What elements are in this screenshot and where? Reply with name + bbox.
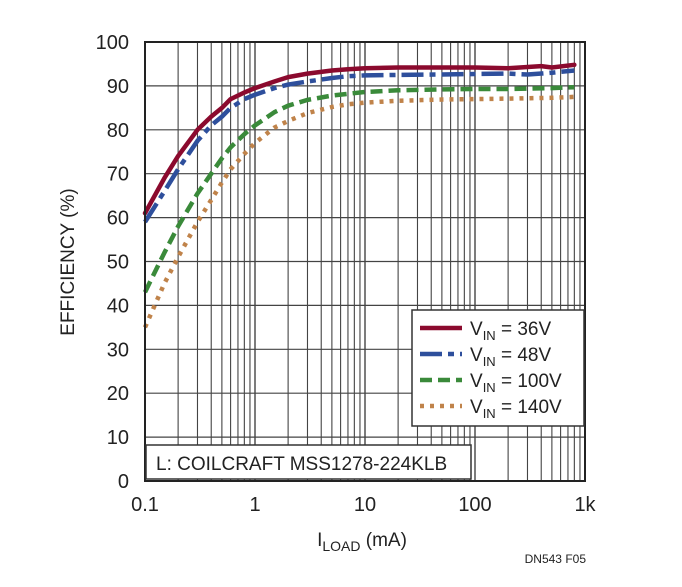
y-tick-label: 90 bbox=[107, 76, 129, 98]
y-tick-label: 10 bbox=[107, 427, 129, 449]
legend-label-2: VIN = 48V bbox=[470, 345, 551, 369]
annotation-box bbox=[145, 444, 472, 480]
x-axis-title-unit: (mA) bbox=[360, 530, 406, 551]
y-tick-label: 0 bbox=[118, 471, 129, 493]
x-axis-title-sub: LOAD bbox=[322, 538, 360, 554]
legend-label-4: VIN = 140V bbox=[470, 397, 562, 421]
x-tick-label: 1k bbox=[574, 494, 596, 516]
legend-label-1: VIN = 36V bbox=[470, 319, 551, 343]
coil-annotation: L: COILCRAFT MSS1278-224KLB bbox=[156, 454, 447, 475]
x-tick-label: 1 bbox=[249, 494, 260, 516]
y-tick-label: 60 bbox=[107, 208, 129, 230]
x-tick-label: 100 bbox=[458, 494, 491, 516]
x-tick-label: 10 bbox=[354, 494, 376, 516]
x-axis-title-main: I bbox=[317, 530, 322, 551]
y-tick-label: 40 bbox=[107, 295, 129, 317]
figure-code: DN543 F05 bbox=[525, 552, 587, 566]
x-tick-label: 0.1 bbox=[131, 494, 159, 516]
x-axis-title: ILOAD (mA) bbox=[317, 530, 407, 554]
x-tick-labels: 0.1 1 10 100 1k bbox=[131, 494, 596, 516]
y-tick-label: 70 bbox=[107, 164, 129, 186]
plot-frame bbox=[144, 41, 586, 482]
series-line-1 bbox=[142, 62, 577, 216]
y-tick-label: 30 bbox=[107, 339, 129, 361]
series-lines bbox=[142, 62, 577, 329]
series-line-2 bbox=[143, 68, 575, 224]
legend-label-3: VIN = 100V bbox=[470, 371, 562, 395]
y-tick-label: 50 bbox=[107, 252, 129, 274]
y-tick-label: 80 bbox=[107, 120, 129, 142]
series-line-3 bbox=[142, 84, 575, 294]
y-axis-title: EFFICIENCY (%) bbox=[58, 188, 79, 335]
y-tick-labels: 0 10 20 30 40 50 60 70 80 90 100 bbox=[96, 32, 129, 493]
y-tick-label: 20 bbox=[107, 383, 129, 405]
y-tick-label: 100 bbox=[96, 32, 129, 54]
